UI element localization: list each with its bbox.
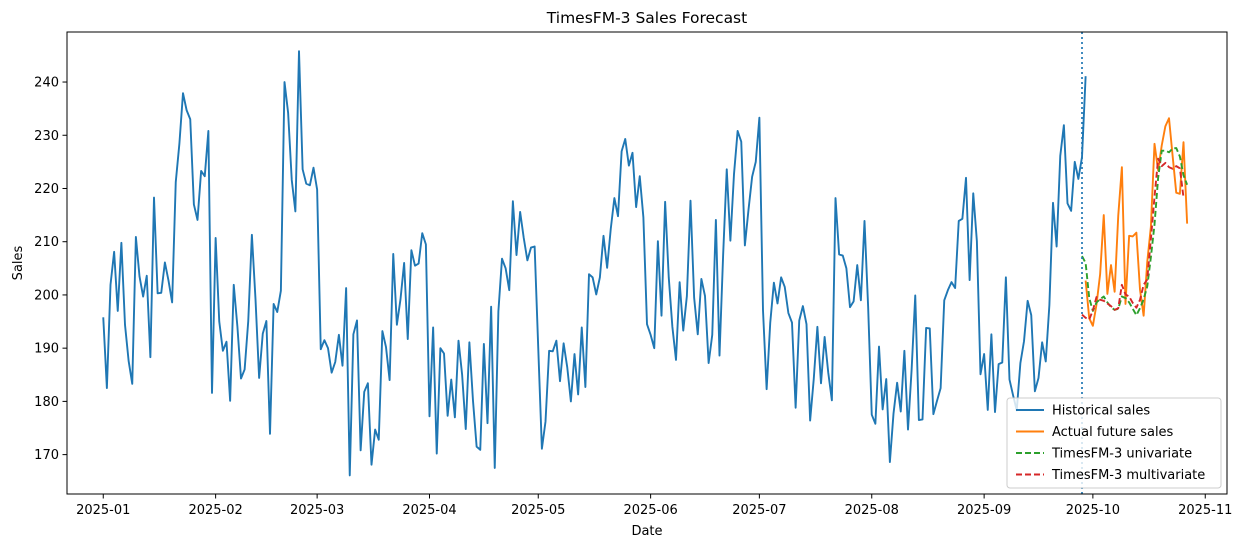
- legend-label-timesfm-3-univariate: TimesFM-3 univariate: [1051, 447, 1192, 462]
- x-tick-label: 2025-09: [957, 503, 1011, 518]
- legend-label-actual-future-sales: Actual future sales: [1052, 425, 1174, 440]
- x-tick-label: 2025-11: [1178, 503, 1232, 518]
- x-tick-label: 2025-06: [623, 503, 677, 518]
- series-line-timesfm-3-multivariate: [1081, 157, 1185, 321]
- x-tick-label: 2025-08: [845, 503, 899, 518]
- chart-title: TimesFM-3 Sales Forecast: [546, 9, 747, 27]
- x-axis: 2025-01 2025-02 2025-03 2025-04 2025-05 2025-…: [76, 494, 1232, 518]
- x-axis-label: Date: [631, 524, 662, 539]
- x-tick-label: 2025-04: [402, 503, 456, 518]
- y-axis-label: Sales: [11, 245, 26, 280]
- y-tick-label: 180: [34, 395, 59, 410]
- x-tick-label: 2025-10: [1066, 503, 1120, 518]
- y-tick-label: 190: [34, 342, 59, 357]
- y-tick-label: 200: [34, 288, 59, 303]
- y-tick-label: 170: [34, 448, 59, 463]
- legend-label-timesfm-3-multivariate: TimesFM-3 multivariate: [1051, 468, 1205, 483]
- y-tick-label: 240: [34, 76, 59, 91]
- series-line-historical-sales: [102, 50, 1087, 477]
- legend: Historical sales Actual future sales Times…: [1006, 397, 1222, 489]
- legend-label-historical-sales: Historical sales: [1052, 404, 1150, 419]
- x-tick-label: 2025-01: [76, 503, 130, 518]
- series-line-actual-future-sales: [1084, 117, 1189, 327]
- y-tick-label: 210: [34, 235, 59, 250]
- x-tick-label: 2025-05: [511, 503, 565, 518]
- y-tick-label: 220: [34, 182, 59, 197]
- y-axis: 170 180 190 200 210 220 230 240: [34, 76, 67, 463]
- y-tick-label: 230: [34, 129, 59, 144]
- x-tick-label: 2025-02: [188, 503, 242, 518]
- legend-box: [1006, 397, 1222, 489]
- series-line-timesfm-3-univariate: [1081, 147, 1189, 317]
- x-tick-label: 2025-07: [732, 503, 786, 518]
- plot-frame: [66, 31, 1228, 495]
- x-tick-label: 2025-03: [290, 503, 344, 518]
